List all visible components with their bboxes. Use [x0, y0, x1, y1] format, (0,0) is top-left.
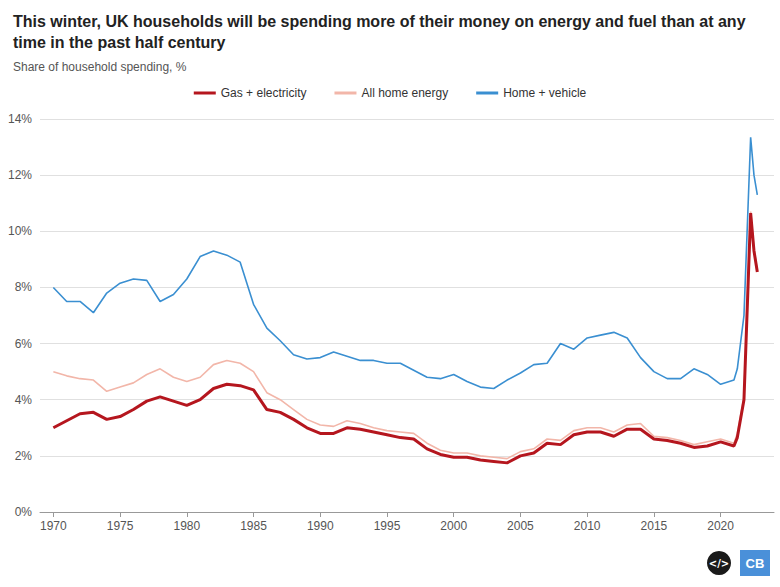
svg-text:Share of household spending, %: Share of household spending, % — [13, 60, 187, 74]
svg-text:time in the past half century: time in the past half century — [13, 34, 226, 51]
svg-text:2015: 2015 — [641, 519, 668, 533]
svg-text:1975: 1975 — [107, 519, 134, 533]
svg-text:1990: 1990 — [307, 519, 334, 533]
svg-text:Home + vehicle: Home + vehicle — [503, 86, 586, 100]
svg-text:12%: 12% — [8, 168, 32, 182]
svg-text:2010: 2010 — [574, 519, 601, 533]
svg-text:8%: 8% — [15, 280, 33, 294]
svg-text:4%: 4% — [15, 393, 33, 407]
svg-text:1985: 1985 — [240, 519, 267, 533]
svg-text:1995: 1995 — [374, 519, 401, 533]
svg-text:Gas + electricity: Gas + electricity — [221, 86, 307, 100]
svg-text:All home energy: All home energy — [361, 86, 448, 100]
svg-text:CB: CB — [746, 556, 765, 571]
svg-text:2005: 2005 — [507, 519, 534, 533]
svg-text:2%: 2% — [15, 449, 33, 463]
svg-text:0%: 0% — [15, 505, 33, 519]
svg-text:1970: 1970 — [40, 519, 67, 533]
svg-text:6%: 6% — [15, 337, 33, 351]
svg-text:2000: 2000 — [440, 519, 467, 533]
svg-text:This winter, UK households wil: This winter, UK households will be spend… — [13, 13, 750, 30]
svg-text:</>: </> — [709, 558, 729, 569]
svg-text:2020: 2020 — [707, 519, 734, 533]
svg-text:14%: 14% — [8, 112, 32, 126]
svg-text:1980: 1980 — [173, 519, 200, 533]
svg-text:10%: 10% — [8, 224, 32, 238]
